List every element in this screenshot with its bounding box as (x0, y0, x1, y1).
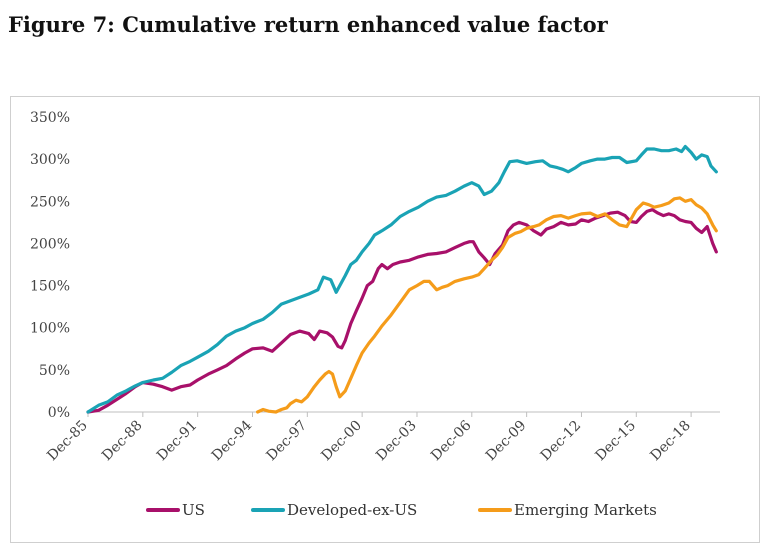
chart-frame (10, 96, 760, 543)
legend-label: Developed-ex-US (287, 501, 417, 519)
x-tick-label: Dec-91 (154, 418, 201, 465)
x-tick-label: Dec-18 (647, 418, 694, 465)
y-tick-label: 50% (39, 363, 70, 379)
x-tick-label: Dec-85 (44, 418, 91, 465)
y-tick-label: 0% (48, 405, 70, 421)
legend-label: US (182, 501, 205, 519)
y-tick-label: 250% (30, 194, 70, 210)
y-tick-label: 350% (30, 110, 70, 126)
series-line-emerging-markets (256, 196, 718, 414)
legend: US Developed-ex-US Emerging Markets (146, 501, 657, 519)
y-axis: 0% 50% 100% 150% 200% 250% 300% 350% (30, 110, 70, 421)
x-axis: Dec-85 Dec-88 Dec-91 Dec-94 Dec-97 Dec-00 Dec-… (44, 411, 720, 465)
x-tick-label: Dec-15 (593, 418, 640, 465)
x-tick-label: Dec-94 (209, 417, 256, 464)
y-tick-label: 100% (30, 321, 70, 337)
series-line-developed-ex-us (86, 144, 718, 414)
series-lines (86, 144, 718, 414)
y-tick-label: 300% (30, 152, 70, 168)
x-tick-label: Dec-12 (538, 418, 585, 465)
x-tick-label: Dec-97 (264, 418, 311, 465)
x-tick-label: Dec-09 (483, 418, 530, 465)
y-tick-label: 200% (30, 236, 70, 252)
x-tick-label: Dec-06 (428, 417, 475, 464)
x-tick-label: Dec-03 (373, 418, 420, 465)
y-tick-label: 150% (30, 279, 70, 295)
series-line-us (86, 208, 718, 414)
chart-title: Figure 7: Cumulative return enhanced val… (8, 12, 608, 37)
legend-label: Emerging Markets (514, 501, 657, 519)
x-tick-label: Dec-00 (318, 418, 365, 465)
x-tick-label: Dec-88 (99, 418, 146, 465)
